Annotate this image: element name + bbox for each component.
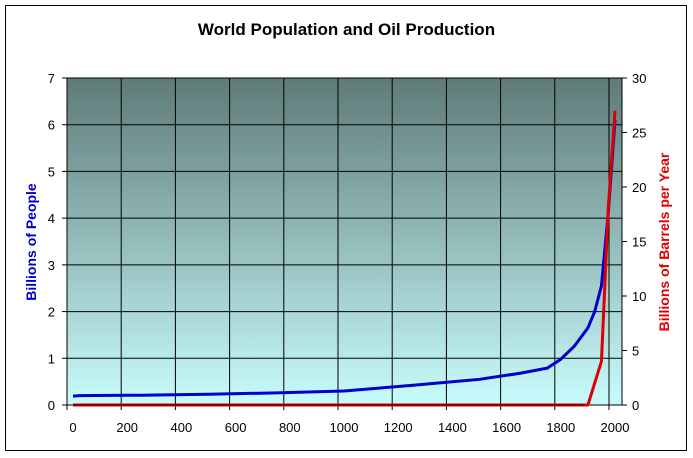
y-right-tick-label: 5 — [632, 344, 639, 359]
y-left-tick-label: 0 — [48, 398, 55, 413]
y-right-tick-label: 15 — [632, 235, 646, 250]
x-tick-label: 200 — [116, 420, 138, 435]
y-left-tick-label: 2 — [48, 305, 55, 320]
axes: 0 200 400 600 800 1000 1200 1400 1600 1800 2000012… — [48, 71, 647, 435]
y-right-tick-label: 0 — [632, 398, 639, 413]
x-tick-label: 1400 — [438, 420, 467, 435]
x-tick-label: 2000 — [601, 420, 630, 435]
chart-title: World Population and Oil Production — [197, 20, 496, 39]
population-line — [72, 119, 617, 398]
data-lines — [72, 110, 617, 407]
y-left-tick-label: 6 — [48, 118, 55, 133]
y-right-tick-label: 10 — [632, 289, 646, 304]
plot-area — [67, 78, 622, 405]
x-tick-label: 1200 — [384, 420, 413, 435]
x-tick-label: 600 — [225, 420, 247, 435]
y-right-tick-label: 20 — [632, 180, 646, 195]
y-left-tick-label: 5 — [48, 164, 55, 179]
x-tick-label: 400 — [171, 420, 193, 435]
gridlines — [67, 77, 622, 405]
x-tick-label: 800 — [279, 420, 301, 435]
x-tick-label: 1800 — [546, 420, 575, 435]
x-tick-label: 0 — [69, 420, 76, 435]
y-right-tick-label: 25 — [632, 126, 646, 141]
y-left-tick-label: 7 — [48, 71, 55, 86]
x-tick-label: 1000 — [330, 420, 359, 435]
x-tick-label: 1600 — [492, 420, 521, 435]
y-left-tick-label: 3 — [48, 258, 55, 273]
y-left-tick-label: 4 — [48, 211, 55, 226]
y-right-tick-label: 30 — [632, 71, 646, 86]
y-left-tick-label: 1 — [48, 351, 55, 366]
